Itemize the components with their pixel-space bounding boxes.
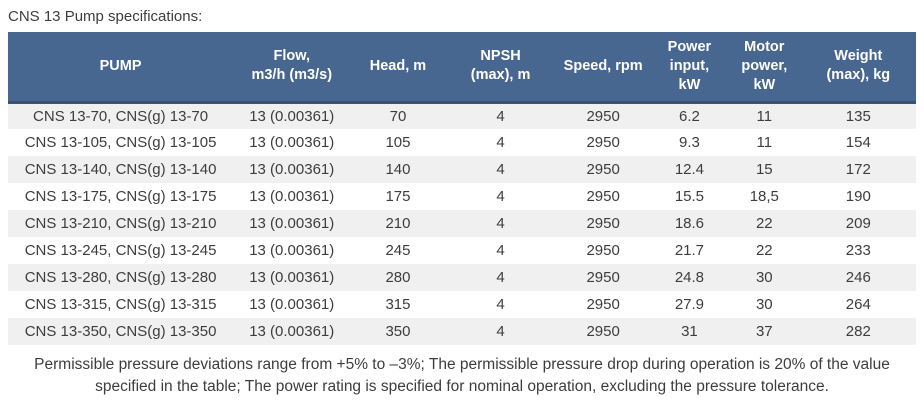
cell-weight: 233 bbox=[845, 242, 871, 260]
cell-motor-power: 11 bbox=[756, 107, 773, 125]
cell-weight: 246 bbox=[845, 269, 871, 287]
cell-motor-power: 15 bbox=[755, 161, 773, 179]
header-row: PUMP Flow, m3/h (m3/s) Head, m NPSH (max), … bbox=[8, 32, 916, 104]
cell-pump: CNS 13-350, CNS(g) 13-350 bbox=[24, 323, 217, 341]
cell-flow: 13 (0.00361) bbox=[249, 242, 335, 260]
cell-head: 140 bbox=[385, 161, 411, 179]
cell-pump: CNS 13-315, CNS(g) 13-315 bbox=[24, 296, 217, 314]
cell-speed: 2950 bbox=[586, 269, 620, 287]
cell-npsh: 4 bbox=[496, 242, 505, 260]
cell-speed: 2950 bbox=[586, 215, 620, 233]
cell-npsh: 4 bbox=[496, 296, 505, 314]
table-row: CNS 13-280, CNS(g) 13-280 13 (0.00361) 280… bbox=[8, 264, 916, 292]
column-header-head: Head, m bbox=[350, 32, 446, 104]
pump-spec-table: PUMP Flow, m3/h (m3/s) Head, m NPSH (max), … bbox=[8, 32, 916, 346]
table-row: CNS 13-245, CNS(g) 13-245 13 (0.00361) 245… bbox=[8, 237, 916, 265]
cell-weight: 209 bbox=[845, 215, 871, 233]
cell-motor-power: 30 bbox=[755, 296, 773, 314]
cell-power-input: 15.5 bbox=[674, 188, 705, 206]
cell-motor-power: 37 bbox=[755, 323, 773, 341]
cell-power-input: 6.2 bbox=[678, 107, 700, 125]
cell-flow: 13 (0.00361) bbox=[249, 134, 335, 152]
cell-flow: 13 (0.00361) bbox=[249, 188, 335, 206]
cell-weight: 282 bbox=[845, 323, 871, 341]
cell-power-input: 12.4 bbox=[674, 161, 705, 179]
column-header-pump: PUMP bbox=[8, 32, 234, 104]
cell-flow: 13 (0.00361) bbox=[249, 161, 335, 179]
cell-speed: 2950 bbox=[586, 188, 620, 206]
table-row: CNS 13-105, CNS(g) 13-105 13 (0.00361) 105… bbox=[8, 129, 916, 157]
cell-head: 350 bbox=[385, 323, 411, 341]
table-row: CNS 13-70, CNS(g) 13-70 13 (0.00361) 70 4 29… bbox=[8, 102, 916, 130]
column-header-npsh: NPSH (max), m bbox=[445, 32, 556, 104]
cell-power-input: 18.6 bbox=[674, 215, 705, 233]
cell-power-input: 31 bbox=[681, 323, 698, 341]
cell-speed: 2950 bbox=[586, 134, 620, 152]
cell-flow: 13 (0.00361) bbox=[249, 107, 335, 125]
cell-weight: 172 bbox=[845, 161, 871, 179]
cell-head: 105 bbox=[385, 134, 411, 152]
cell-head: 315 bbox=[385, 296, 411, 314]
table-row: CNS 13-140, CNS(g) 13-140 13 (0.00361) 140… bbox=[8, 156, 916, 184]
cell-head: 70 bbox=[389, 107, 407, 125]
cell-head: 175 bbox=[385, 188, 411, 206]
cell-motor-power: 22 bbox=[755, 242, 773, 260]
cell-flow: 13 (0.00361) bbox=[249, 269, 335, 287]
cell-weight: 154 bbox=[845, 134, 871, 152]
footnote: Permissible pressure deviations range fr… bbox=[8, 354, 916, 398]
cell-pump: CNS 13-280, CNS(g) 13-280 bbox=[24, 269, 217, 287]
cell-flow: 13 (0.00361) bbox=[249, 215, 335, 233]
cell-pump: CNS 13-175, CNS(g) 13-175 bbox=[24, 188, 217, 206]
cell-npsh: 4 bbox=[496, 161, 505, 179]
column-header-motor-power: Motor power, kW bbox=[728, 32, 801, 104]
cell-head: 280 bbox=[385, 269, 411, 287]
column-header-speed: Speed, rpm bbox=[555, 32, 651, 104]
column-header-weight: Weight (max), kg bbox=[800, 32, 916, 104]
column-header-power-input: Power input, kW bbox=[650, 32, 728, 104]
cell-speed: 2950 bbox=[586, 296, 620, 314]
cell-power-input: 27.9 bbox=[674, 296, 705, 314]
cell-pump: CNS 13-105, CNS(g) 13-105 bbox=[24, 134, 217, 152]
table-row: CNS 13-210, CNS(g) 13-210 13 (0.00361) 210… bbox=[8, 210, 916, 238]
cell-power-input: 24.8 bbox=[674, 269, 705, 287]
table-body: CNS 13-70, CNS(g) 13-70 13 (0.00361) 70 4 29… bbox=[8, 102, 916, 346]
column-header-flow: Flow, m3/h (m3/s) bbox=[233, 32, 351, 104]
cell-motor-power: 22 bbox=[755, 215, 773, 233]
table-row: CNS 13-175, CNS(g) 13-175 13 (0.00361) 175… bbox=[8, 183, 916, 211]
cell-pump: CNS 13-70, CNS(g) 13-70 bbox=[33, 107, 209, 125]
cell-npsh: 4 bbox=[496, 269, 505, 287]
table-row: CNS 13-315, CNS(g) 13-315 13 (0.00361) 315… bbox=[8, 291, 916, 319]
table-header: PUMP Flow, m3/h (m3/s) Head, m NPSH (max), … bbox=[8, 32, 916, 104]
cell-npsh: 4 bbox=[496, 323, 505, 341]
cell-flow: 13 (0.00361) bbox=[249, 323, 335, 341]
cell-npsh: 4 bbox=[496, 188, 505, 206]
cell-motor-power: 11 bbox=[756, 134, 773, 152]
cell-weight: 264 bbox=[845, 296, 871, 314]
page: CNS 13 Pump specifications: PUMP Flow, m3… bbox=[8, 8, 916, 398]
cell-speed: 2950 bbox=[586, 161, 620, 179]
cell-flow: 13 (0.00361) bbox=[249, 296, 335, 314]
cell-motor-power: 30 bbox=[755, 269, 773, 287]
cell-npsh: 4 bbox=[496, 215, 505, 233]
cell-npsh: 4 bbox=[496, 134, 505, 152]
page-title: CNS 13 Pump specifications: bbox=[8, 8, 203, 25]
cell-power-input: 9.3 bbox=[678, 134, 700, 152]
cell-speed: 2950 bbox=[586, 107, 620, 125]
cell-npsh: 4 bbox=[496, 107, 505, 125]
cell-head: 245 bbox=[385, 242, 411, 260]
table-row: CNS 13-350, CNS(g) 13-350 13 (0.00361) 350… bbox=[8, 318, 916, 346]
cell-power-input: 21.7 bbox=[674, 242, 705, 260]
cell-motor-power: 18,5 bbox=[749, 188, 779, 206]
cell-speed: 2950 bbox=[586, 242, 620, 260]
cell-weight: 190 bbox=[845, 188, 871, 206]
cell-pump: CNS 13-245, CNS(g) 13-245 bbox=[24, 242, 217, 260]
footnote-line: Permissible pressure deviations range fr… bbox=[34, 356, 890, 374]
cell-weight: 135 bbox=[845, 107, 871, 125]
cell-pump: CNS 13-210, CNS(g) 13-210 bbox=[24, 215, 217, 233]
cell-head: 210 bbox=[385, 215, 411, 233]
cell-pump: CNS 13-140, CNS(g) 13-140 bbox=[24, 161, 217, 179]
cell-speed: 2950 bbox=[586, 323, 620, 341]
footnote-line: specified in the table; The power rating… bbox=[95, 378, 829, 396]
